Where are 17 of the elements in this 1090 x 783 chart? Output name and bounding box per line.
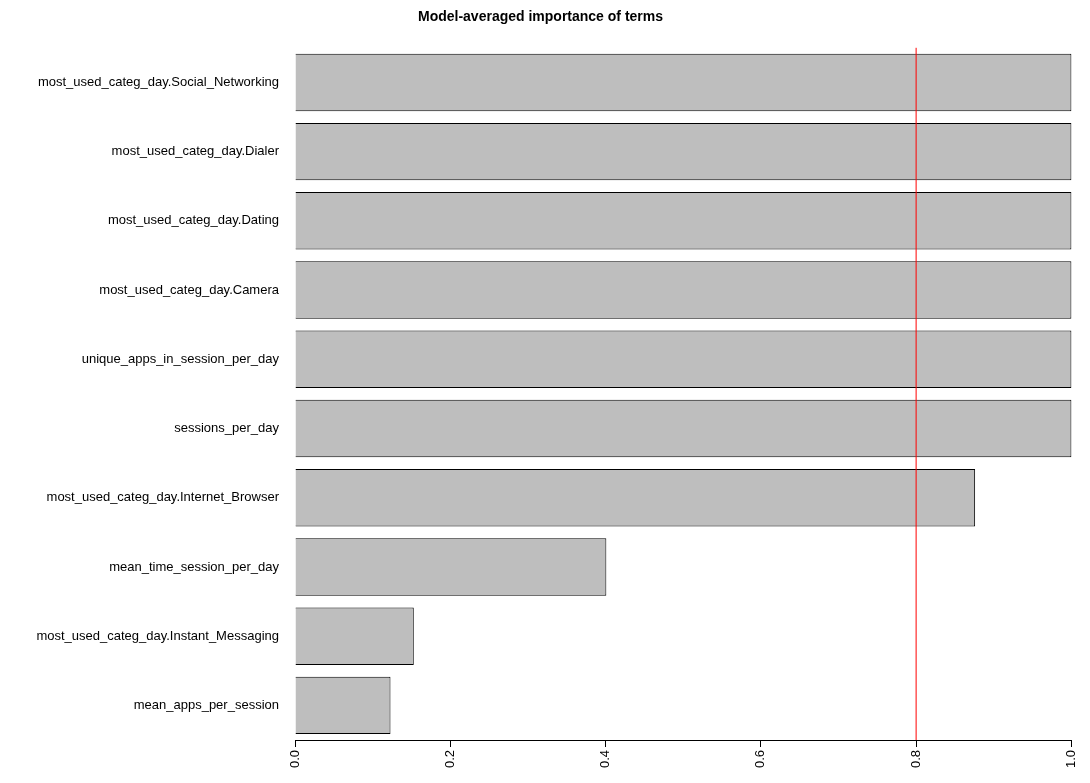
x-tick-label: 0.0: [286, 750, 302, 769]
x-tick-label: 0.6: [752, 750, 768, 769]
y-tick-label: mean_time_session_per_day: [109, 558, 280, 574]
y-tick-label: sessions_per_day: [174, 420, 280, 436]
y-tick-label: mean_apps_per_session: [133, 696, 279, 712]
y-tick-label: unique_apps_in_session_per_day: [81, 350, 280, 366]
chart-title: Model-averaged importance of terms: [417, 8, 664, 25]
y-tick-label: most_used_categ_day.Social_Networking: [37, 73, 279, 89]
y-tick-label: most_used_categ_day.Camera: [99, 281, 280, 297]
y-tick-label: most_used_categ_day.Dialer: [111, 143, 280, 159]
x-tick-label: 1.0: [1062, 750, 1078, 769]
y-tick-label: most_used_categ_day.Dating: [107, 212, 279, 228]
x-tick-label: 0.2: [441, 750, 457, 769]
x-tick-label: 0.8: [907, 750, 923, 769]
x-tick-label: 0.4: [597, 750, 613, 769]
y-tick-label: most_used_categ_day.Internet_Browser: [46, 489, 280, 505]
y-tick-label: most_used_categ_day.Instant_Messaging: [36, 627, 279, 643]
